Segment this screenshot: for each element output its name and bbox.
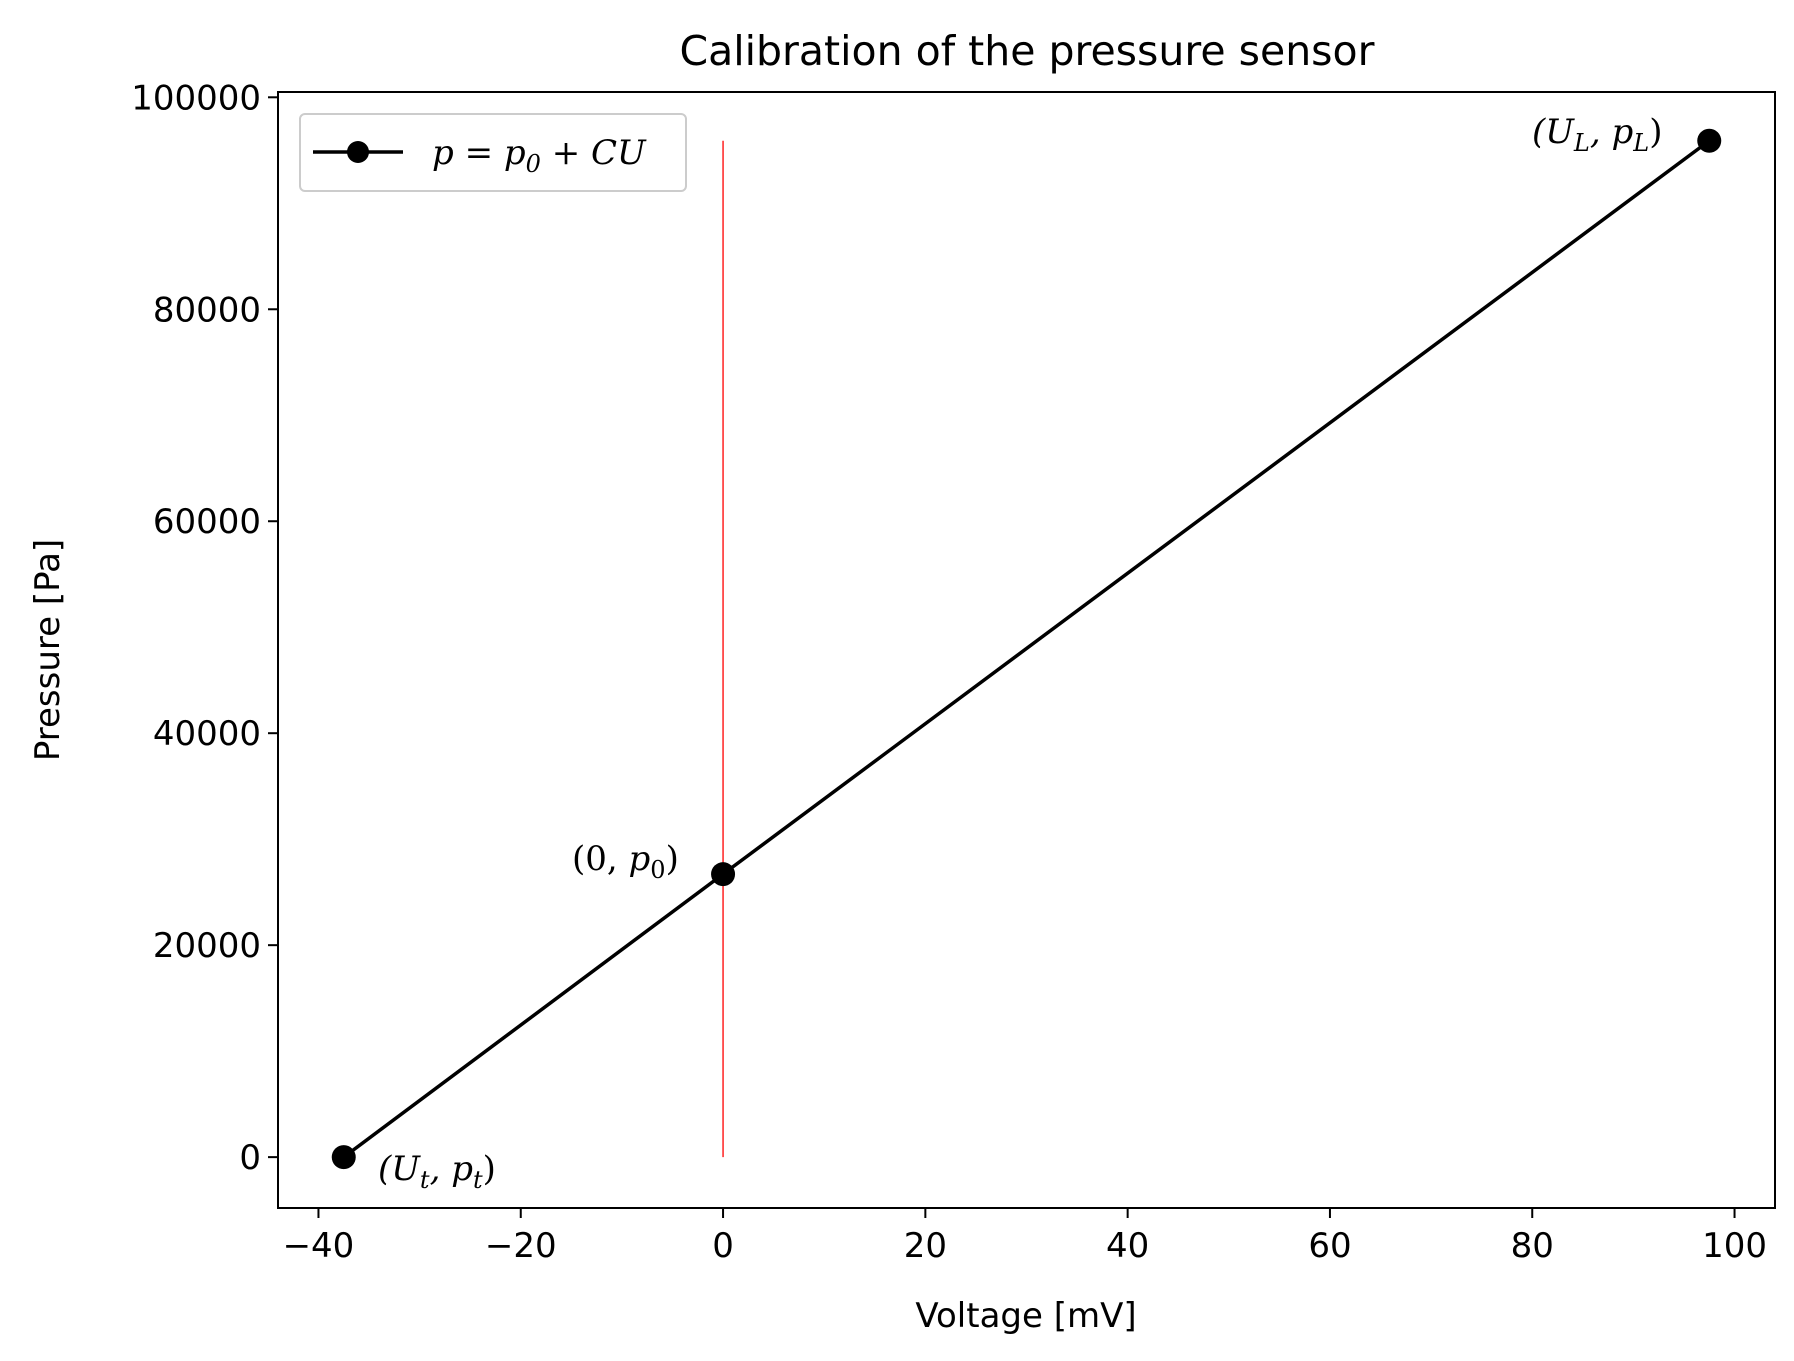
data-point bbox=[1697, 128, 1722, 153]
legend-frame bbox=[299, 113, 687, 192]
y-tick-label: 100000 bbox=[131, 78, 261, 118]
annotation-ut-pt: (Ut, pt) bbox=[378, 1149, 496, 1194]
chart-title: Calibration of the pressure sensor bbox=[680, 27, 1375, 75]
x-tick-label: 60 bbox=[1308, 1226, 1351, 1266]
x-tick-label: −20 bbox=[485, 1226, 557, 1266]
legend: p = p0 + CU bbox=[299, 113, 687, 192]
x-tick-label: 40 bbox=[1106, 1226, 1149, 1266]
axes-frame bbox=[277, 91, 1776, 1209]
x-tick-label: −40 bbox=[283, 1226, 355, 1266]
legend-marker-swatch bbox=[347, 141, 369, 163]
y-tick-label: 60000 bbox=[153, 502, 261, 542]
y-axis-label: Pressure [Pa] bbox=[28, 539, 68, 761]
data-point bbox=[711, 862, 736, 887]
y-tick-label: 80000 bbox=[153, 290, 261, 330]
x-axis-ticks: −40 −20 0 20 40 60 80 100 bbox=[283, 1208, 1767, 1266]
plot-area bbox=[331, 128, 1722, 1170]
y-axis-ticks: 0 20000 40000 60000 80000 100000 bbox=[131, 78, 278, 1178]
x-tick-label: 20 bbox=[904, 1226, 947, 1266]
x-tick-label: 80 bbox=[1511, 1226, 1554, 1266]
y-tick-label: 40000 bbox=[153, 714, 261, 754]
x-tick-label: 100 bbox=[1702, 1226, 1767, 1266]
data-point bbox=[331, 1145, 356, 1170]
y-tick-label: 20000 bbox=[153, 926, 261, 966]
y-tick-label: 0 bbox=[239, 1138, 261, 1178]
x-tick-label: 0 bbox=[712, 1226, 734, 1266]
x-axis-label: Voltage [mV] bbox=[915, 1296, 1136, 1336]
